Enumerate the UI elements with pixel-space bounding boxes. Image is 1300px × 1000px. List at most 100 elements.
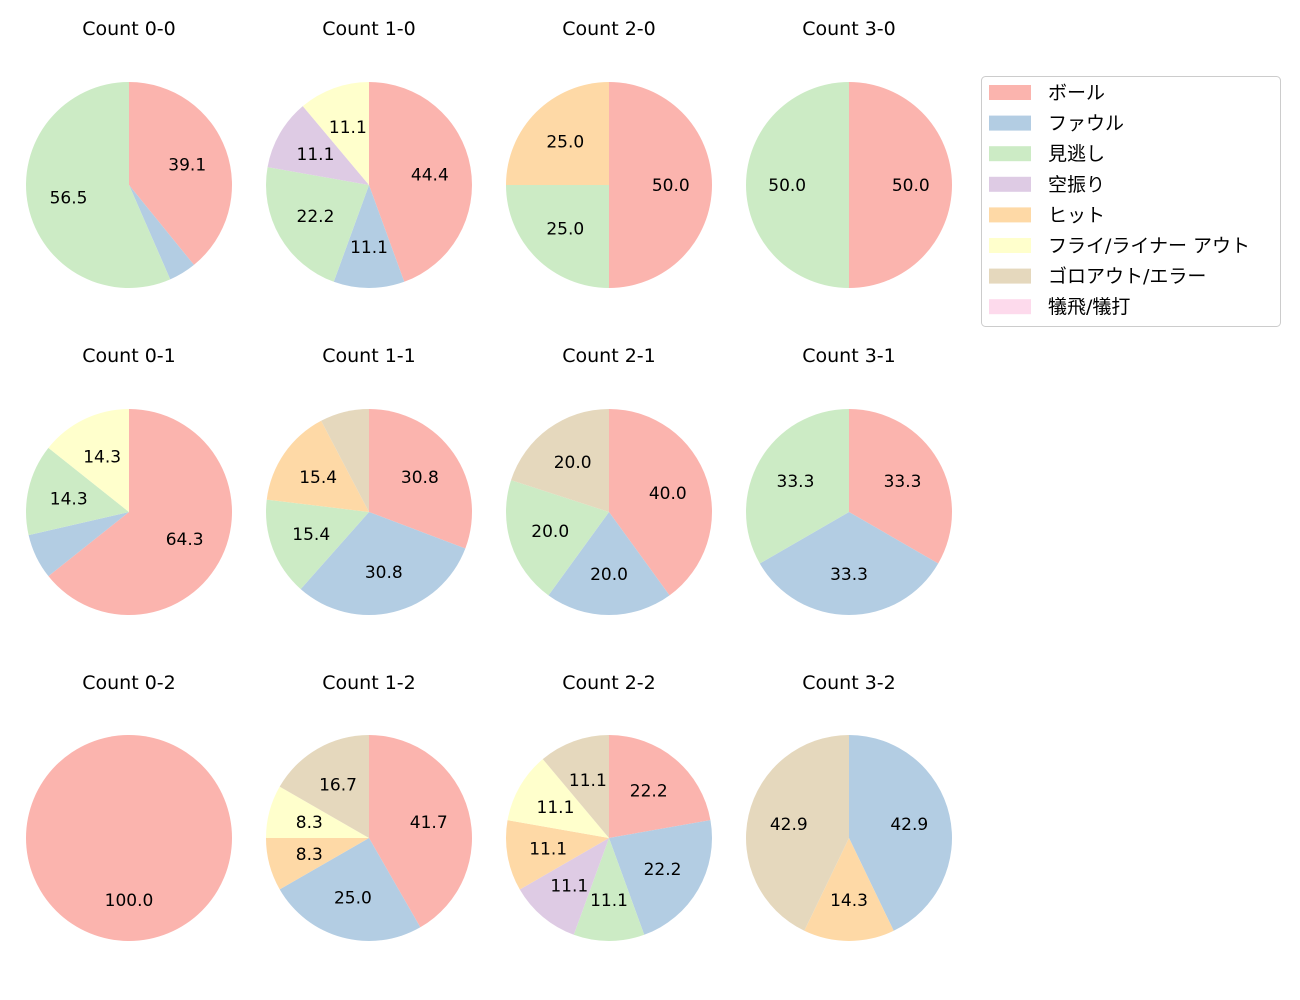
pie-count-3-1: Count 3-1 33.3 33.3 33.3 [745,345,952,615]
slice-label: 11.1 [329,118,367,138]
slice-label: 22.2 [630,782,668,802]
legend-item: ファウル [989,113,1124,135]
slice-label: 50.0 [652,176,690,196]
pie-count-1-2: Count 1-2 41.7 25.0 8.3 8.3 16.7 [266,672,473,942]
legend-swatch [989,299,1031,315]
pie-slice [266,786,369,838]
slice-label: 11.1 [297,145,335,165]
pie-slice [129,185,194,280]
pie-count-0-2: Count 0-2 100.0 [26,672,232,941]
legend-swatch [989,268,1031,284]
legend-item: フライ/ライナー アウト [989,235,1250,257]
legend-label: 見逃し [1048,143,1105,165]
pie-slice [745,409,849,564]
slice-label: 20.0 [590,565,628,585]
legend-item: ヒット [989,204,1105,226]
legend-item: ボール [989,82,1105,104]
pie-title: Count 1-0 [322,18,416,40]
pie-slice [26,735,232,941]
legend-label: 犠飛/犠打 [1048,296,1130,318]
slice-label: 33.3 [830,565,868,585]
pie-count-3-0: Count 3-0 50.0 50.0 [746,18,952,288]
slice-label: 64.3 [166,530,204,550]
pie-title: Count 0-2 [82,672,176,694]
pie-slice [609,409,713,596]
slice-label: 8.3 [296,845,323,865]
legend-frame [981,76,1281,327]
pie-slice [506,82,609,185]
slice-label: 25.0 [546,220,584,240]
pie-title: Count 1-2 [322,672,416,694]
slice-label: 50.0 [768,176,806,196]
pie-title: Count 3-1 [802,345,896,367]
pie-count-2-1: Count 2-1 40.0 20.0 20.0 20.0 [506,345,713,615]
pie-slice [129,82,232,265]
pie-title: Count 1-1 [322,345,416,367]
slice-label: 11.1 [537,798,575,818]
pie-slice [333,185,405,288]
pie-slice [300,512,466,615]
pie-slice [548,512,670,615]
pie-slice [266,838,369,890]
pie-slice [28,512,129,577]
legend-swatch [989,146,1031,162]
slice-label: 14.3 [830,891,868,911]
pie-slice [506,480,609,596]
pie-title: Count 0-1 [82,345,176,367]
slice-label: 15.4 [292,525,330,545]
slice-label: 11.1 [569,771,607,791]
slice-label: 41.7 [410,813,448,833]
pie-slice [321,409,369,512]
pie-title: Count 2-0 [562,18,656,40]
legend-swatch [989,85,1031,100]
pie-count-3-2: Count 3-2 42.9 14.3 42.9 [746,672,952,941]
pie-slice [849,409,952,564]
pie-slice [369,82,472,282]
pie-slice [849,82,952,288]
pie-title: Count 3-0 [802,18,896,40]
pie-slice [26,82,171,288]
legend-label: ヒット [1048,204,1105,226]
slice-label: 11.1 [590,891,628,911]
slice-label: 25.0 [334,889,372,909]
slice-label: 40.0 [649,484,687,504]
pie-slice [279,735,369,838]
slice-label: 33.3 [884,472,922,492]
pie-slice [369,409,472,549]
pie-title: Count 0-0 [82,18,176,40]
slice-label: 15.4 [299,468,337,488]
pie-slice [506,185,609,288]
pie-slice [48,409,232,615]
slice-label: 30.8 [365,563,403,583]
slice-label: 11.1 [550,876,588,896]
slice-label: 25.0 [546,132,584,152]
slice-label: 56.5 [50,189,88,209]
slice-label: 44.4 [411,165,449,185]
pie-slice [804,838,894,941]
legend-item: ゴロアウト/エラー [989,266,1206,288]
slice-label: 50.0 [892,176,930,196]
pie-title: Count 2-2 [562,672,656,694]
slice-label: 22.2 [297,207,335,227]
pie-count-0-1: Count 0-1 64.3 14.3 14.3 [25,345,232,615]
pie-slice [609,820,712,935]
pie-slice [759,512,939,615]
legend-swatch [989,207,1031,223]
legend-swatch [989,115,1031,131]
pie-slice [507,759,609,838]
pie-slice [609,82,712,288]
pie-title: Count 2-1 [562,345,656,367]
pie-slice [302,82,369,185]
slice-label: 30.8 [401,468,439,488]
legend-swatch [989,176,1031,192]
pie-count-1-0: Count 1-0 44.4 11.1 22.2 11.1 11.1 [265,18,472,288]
pie-slice [267,106,369,185]
pie-slice [746,735,849,931]
slice-label: 16.7 [319,776,357,796]
slice-label: 20.0 [554,453,592,473]
pie-slice [265,167,369,282]
pie-slice [48,409,130,512]
slice-label: 14.3 [50,489,88,509]
